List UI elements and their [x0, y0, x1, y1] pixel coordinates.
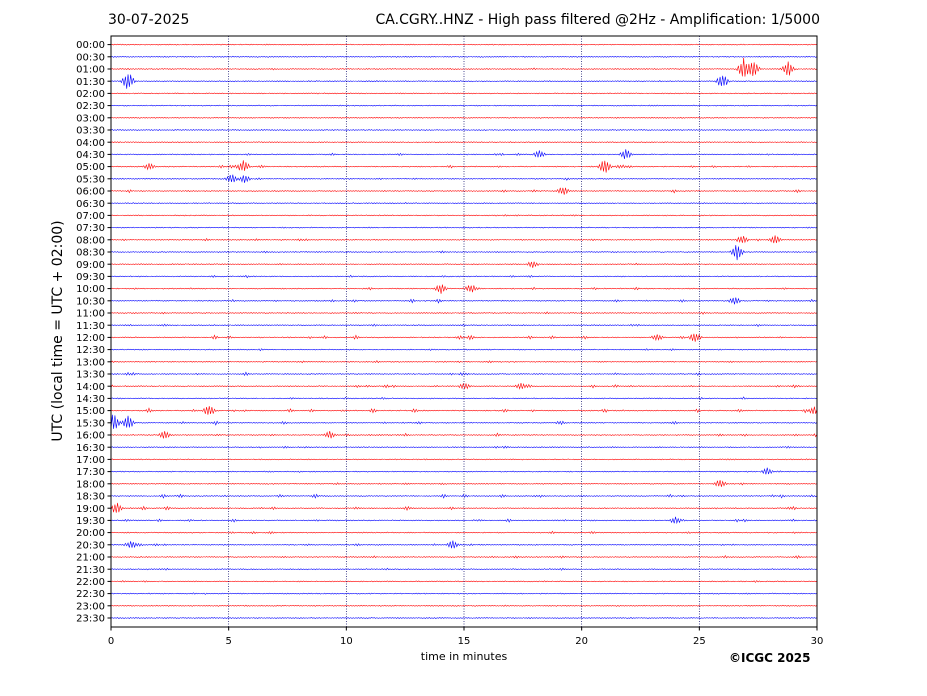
- trace-2030: [110, 540, 818, 549]
- trace-1630: [110, 445, 818, 449]
- x-tick-label: 5: [225, 636, 231, 647]
- y-tick-label: 01:30: [76, 77, 105, 88]
- x-tick-label: 20: [575, 636, 588, 647]
- x-axis-label: time in minutes: [421, 650, 508, 663]
- y-tick-label: 11:30: [76, 321, 105, 332]
- trace-0230: [110, 104, 818, 107]
- y-tick-label: 15:00: [76, 406, 105, 417]
- y-tick-label: 10:30: [76, 296, 105, 307]
- y-tick-label: 04:00: [76, 138, 105, 149]
- x-tick-label: 10: [340, 636, 353, 647]
- y-tick-label: 04:30: [76, 150, 105, 161]
- y-tick-label: 16:00: [76, 431, 105, 442]
- x-tick-label: 30: [811, 636, 824, 647]
- y-tick-label: 19:00: [76, 504, 105, 515]
- x-tick-label: 15: [458, 636, 471, 647]
- trace-0800: [110, 235, 818, 244]
- y-tick-label: 06:30: [76, 199, 105, 210]
- y-tick-label: 03:00: [76, 113, 105, 124]
- trace-2330: [110, 616, 818, 620]
- y-tick-label: 07:30: [76, 223, 105, 234]
- trace-1130: [110, 323, 818, 327]
- y-tick-label: 20:30: [76, 540, 105, 551]
- x-tick-label: 25: [693, 636, 706, 647]
- chart-date: 30-07-2025: [108, 12, 190, 28]
- y-tick-label: 09:00: [76, 260, 105, 271]
- y-tick-label: 05:00: [76, 162, 105, 173]
- x-axis: 0 5 10 15 20 25 30: [108, 627, 824, 647]
- trace-2000: [110, 530, 818, 535]
- y-tick-label: 15:30: [76, 418, 105, 429]
- x-tick-label: 0: [108, 636, 114, 647]
- y-tick-label: 21:00: [76, 553, 105, 564]
- y-tick-label: 00:00: [76, 40, 105, 51]
- y-tick-label: 12:00: [76, 333, 105, 344]
- y-tick-label: 02:30: [76, 101, 105, 112]
- y-tick-label: 01:00: [76, 65, 105, 76]
- trace-1500: [110, 406, 818, 415]
- copyright-label: ©ICGC 2025: [729, 651, 811, 665]
- y-tick-label: 17:30: [76, 467, 105, 478]
- trace-0630: [110, 202, 818, 205]
- y-tick-label: 12:30: [76, 345, 105, 356]
- y-tick-label: 23:00: [76, 601, 105, 612]
- y-tick-label: 13:00: [76, 357, 105, 368]
- y-tick-label: 16:30: [76, 443, 105, 454]
- y-tick-label: 11:00: [76, 309, 105, 320]
- y-tick-label: 14:00: [76, 382, 105, 393]
- grid-layer: [228, 36, 700, 627]
- y-tick-label: 10:00: [76, 284, 105, 295]
- y-tick-label: 18:30: [76, 492, 105, 503]
- trace-1530: [110, 414, 818, 430]
- y-tick-label: 20:00: [76, 528, 105, 539]
- y-tick-label: 17:00: [76, 455, 105, 466]
- y-tick-label: 07:00: [76, 211, 105, 222]
- y-tick-label: 18:00: [76, 479, 105, 490]
- y-tick-label: 09:30: [76, 272, 105, 283]
- trace-0730: [110, 226, 818, 229]
- y-tick-label: 23:30: [76, 614, 105, 625]
- y-tick-label: 13:30: [76, 370, 105, 381]
- y-tick-label: 08:30: [76, 248, 105, 259]
- trace-1030: [110, 297, 818, 305]
- trace-1200: [110, 333, 818, 342]
- y-tick-label: 02:00: [76, 89, 105, 100]
- trace-1930: [110, 516, 818, 525]
- y-tick-label: 21:30: [76, 565, 105, 576]
- y-tick-label: 19:30: [76, 516, 105, 527]
- trace-0330: [110, 129, 818, 131]
- y-tick-label: 22:30: [76, 589, 105, 600]
- y-tick-label: 22:00: [76, 577, 105, 588]
- trace-0400: [110, 141, 818, 144]
- y-tick-label: 05:30: [76, 174, 105, 185]
- y-tick-label: 06:00: [76, 187, 105, 198]
- trace-0700: [110, 214, 818, 217]
- y-tick-label: 08:00: [76, 235, 105, 246]
- y-axis-label: UTC (local time = UTC + 02:00): [50, 220, 66, 441]
- trace-1600: [110, 431, 818, 439]
- y-tick-label: 03:30: [76, 126, 105, 137]
- y-tick-label: 00:30: [76, 52, 105, 63]
- trace-0300: [110, 116, 818, 119]
- trace-0830: [110, 245, 818, 261]
- chart-title: CA.CGRY..HNZ - High pass filtered @2Hz -…: [375, 12, 820, 28]
- trace-1100: [110, 311, 818, 315]
- y-tick-label: 14:30: [76, 394, 105, 405]
